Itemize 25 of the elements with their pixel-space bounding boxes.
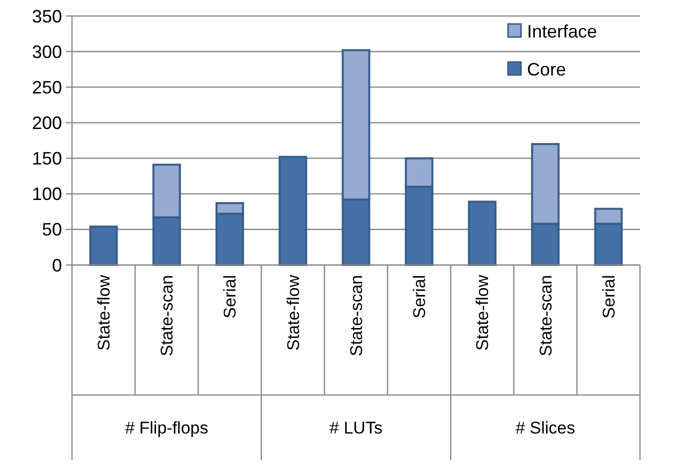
text: # Flip-flops [125, 418, 208, 438]
bar [278, 156, 308, 266]
x-tick-label: State-flow [284, 274, 303, 351]
x-tick-label: State-scan [536, 275, 556, 356]
x-tick-label: State-flow [94, 274, 114, 351]
y-tick-label: 100 [32, 184, 62, 204]
y-tick-label: 50 [42, 220, 62, 240]
bar [468, 200, 496, 266]
x-tick-label: State-scan [346, 275, 366, 356]
legend-label: Interface [527, 21, 598, 42]
x-tick-label: Serial [220, 275, 240, 318]
y-tick-label: 200 [32, 113, 62, 134]
bar [89, 226, 118, 266]
text: # LUTs [330, 418, 382, 438]
text: # Slices [516, 418, 576, 438]
y-tick-label: 350 [32, 6, 62, 26]
x-tick-label: Serial [410, 275, 430, 318]
y-tick-label: 300 [32, 42, 62, 62]
legend-label: Core [527, 59, 566, 80]
x-tick-label: State-scan [158, 275, 177, 356]
x-tick-label: State-flow [473, 274, 492, 351]
x-tick-label: Serial [599, 275, 618, 318]
y-tick-label: 150 [32, 148, 62, 169]
y-tick-label: 250 [32, 77, 62, 98]
y-tick-label: 0 [52, 255, 62, 276]
